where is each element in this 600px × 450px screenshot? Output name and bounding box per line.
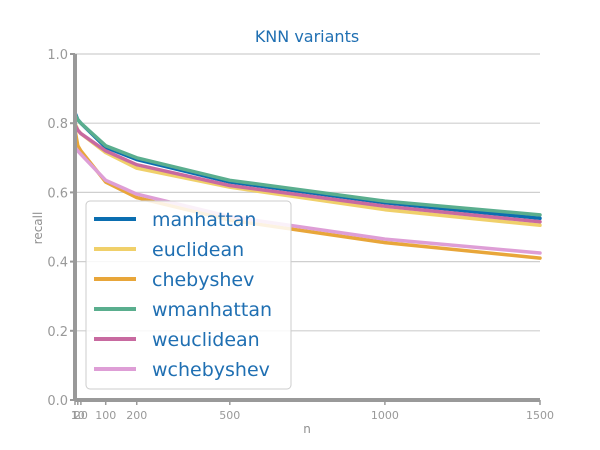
series-line-weuclidean (73, 123, 542, 224)
legend: manhattan euclidean chebyshev wmanhattan weu… (85, 200, 292, 390)
legend-label-manhattan: manhattan (152, 209, 256, 231)
legend-label-euclidean: euclidean (152, 239, 244, 261)
series-line-wmanhattan (73, 112, 542, 217)
x-tick-label-5: 500 (219, 409, 240, 422)
x-tick-label-0: 1 (72, 409, 79, 422)
x-axis-label: n (303, 422, 311, 436)
legend-box (85, 200, 292, 390)
y-tick-label-4: 0.8 (47, 117, 68, 132)
y-tick-label-1: 0.2 (47, 325, 68, 340)
y-tick-label-3: 0.6 (47, 186, 68, 201)
series-line-chebyshev (73, 128, 542, 260)
y-tick-label-2: 0.4 (47, 256, 68, 271)
y-tick-label-5: 1.0 (47, 48, 68, 63)
chart-title: KNN variants (255, 27, 359, 46)
x-tick-label-7: 1500 (526, 409, 554, 422)
y-axis-label: recall (31, 212, 45, 245)
x-tick-label-6: 1000 (371, 409, 399, 422)
y-tick-label-0: 0.0 (47, 394, 68, 409)
x-tick-label-3: 100 (95, 409, 116, 422)
series-line-wchebyshev (73, 145, 542, 255)
legend-label-wmanhattan: wmanhattan (152, 299, 272, 321)
legend-label-weuclidean: weuclidean (152, 329, 260, 351)
legend-label-wchebyshev: wchebyshev (152, 359, 270, 381)
x-tick-label-1: 10 (71, 409, 85, 422)
series-lines (73, 111, 542, 260)
legend-label-chebyshev: chebyshev (152, 269, 254, 291)
x-tick-label-2: 20 (74, 409, 88, 422)
x-tick-label-4: 200 (126, 409, 147, 422)
